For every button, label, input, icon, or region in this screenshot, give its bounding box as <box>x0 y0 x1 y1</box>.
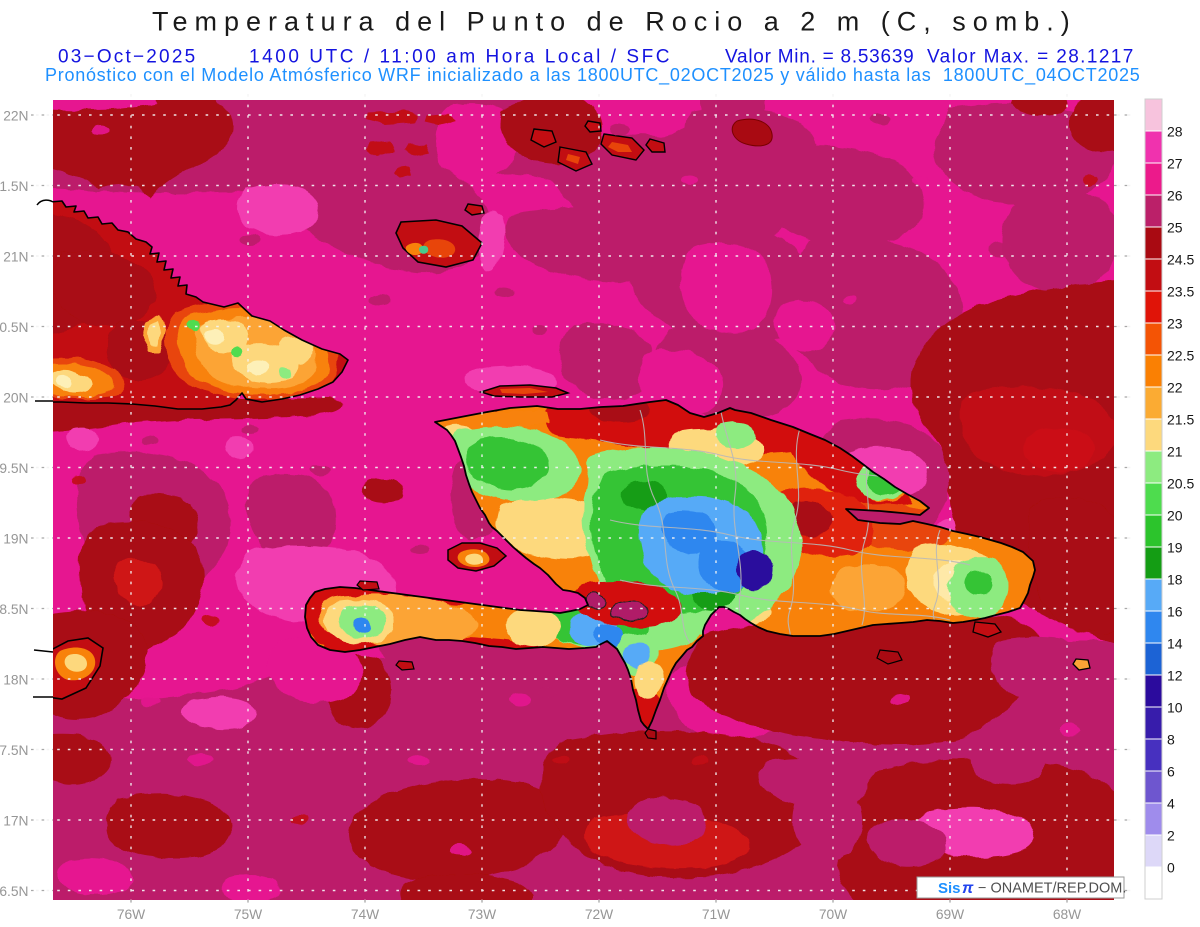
svg-text:20.5: 20.5 <box>1167 476 1194 492</box>
svg-text:9.5N: 9.5N <box>0 461 29 476</box>
svg-text:8: 8 <box>1167 732 1175 748</box>
svg-text:7.5N: 7.5N <box>0 743 29 758</box>
svg-text:70W: 70W <box>819 907 847 922</box>
svg-text:20N: 20N <box>3 390 28 405</box>
svg-text:23: 23 <box>1167 316 1183 332</box>
svg-text:2: 2 <box>1167 828 1175 844</box>
svg-text:74W: 74W <box>351 907 379 922</box>
svg-text:21N: 21N <box>3 249 28 264</box>
svg-text:Sis: Sis <box>938 880 961 897</box>
svg-text:21: 21 <box>1167 444 1183 460</box>
svg-text:27: 27 <box>1167 156 1183 172</box>
svg-text:4: 4 <box>1167 796 1175 812</box>
svg-text:73W: 73W <box>468 907 496 922</box>
svg-text:0: 0 <box>1167 860 1175 876</box>
svg-text:8.5N: 8.5N <box>0 602 29 617</box>
svg-text:6: 6 <box>1167 764 1175 780</box>
svg-text:1400 UTC / 11:00 am Hora Local: 1400 UTC / 11:00 am Hora Local / SFC <box>249 47 672 68</box>
svg-text:12: 12 <box>1167 668 1183 684</box>
svg-text:17N: 17N <box>3 813 28 828</box>
svg-text:22N: 22N <box>3 108 28 123</box>
svg-text:14: 14 <box>1167 636 1183 652</box>
svg-text:0.5N: 0.5N <box>0 320 29 335</box>
svg-text:Pronóstico con el Modelo Atmós: Pronóstico con el Modelo Atmósferico WRF… <box>45 65 1140 86</box>
svg-text:75W: 75W <box>234 907 262 922</box>
svg-text:23.5: 23.5 <box>1167 284 1194 300</box>
svg-text:Valor Max. = 28.1217: Valor Max. = 28.1217 <box>927 47 1135 68</box>
svg-text:20: 20 <box>1167 508 1183 524</box>
svg-text:6.5N: 6.5N <box>0 884 29 899</box>
svg-text:Valor Min. = 8.53639: Valor Min. = 8.53639 <box>725 47 914 68</box>
svg-text:π: π <box>962 880 974 897</box>
svg-text:68W: 68W <box>1053 907 1081 922</box>
svg-text:19N: 19N <box>3 531 28 546</box>
svg-text:1.5N: 1.5N <box>0 179 29 194</box>
svg-text:10: 10 <box>1167 700 1183 716</box>
svg-text:22: 22 <box>1167 380 1183 396</box>
svg-text:03−Oct−2025: 03−Oct−2025 <box>58 47 197 68</box>
svg-text:19: 19 <box>1167 540 1183 556</box>
svg-text:76W: 76W <box>117 907 145 922</box>
svg-text:21.5: 21.5 <box>1167 412 1194 428</box>
svg-text:25: 25 <box>1167 220 1183 236</box>
svg-text:− ONAMET/REP.DOM.: − ONAMET/REP.DOM. <box>978 881 1126 897</box>
svg-text:18N: 18N <box>3 672 28 687</box>
svg-text:16: 16 <box>1167 604 1183 620</box>
svg-text:26: 26 <box>1167 188 1183 204</box>
svg-text:Temperatura del Punto de Rocio: Temperatura del Punto de Rocio a 2 m (C,… <box>152 7 1077 37</box>
svg-text:22.5: 22.5 <box>1167 348 1194 364</box>
svg-text:28: 28 <box>1167 124 1183 140</box>
svg-text:18: 18 <box>1167 572 1183 588</box>
svg-text:71W: 71W <box>702 907 730 922</box>
svg-text:24.5: 24.5 <box>1167 252 1194 268</box>
svg-text:72W: 72W <box>585 907 613 922</box>
svg-text:69W: 69W <box>936 907 964 922</box>
